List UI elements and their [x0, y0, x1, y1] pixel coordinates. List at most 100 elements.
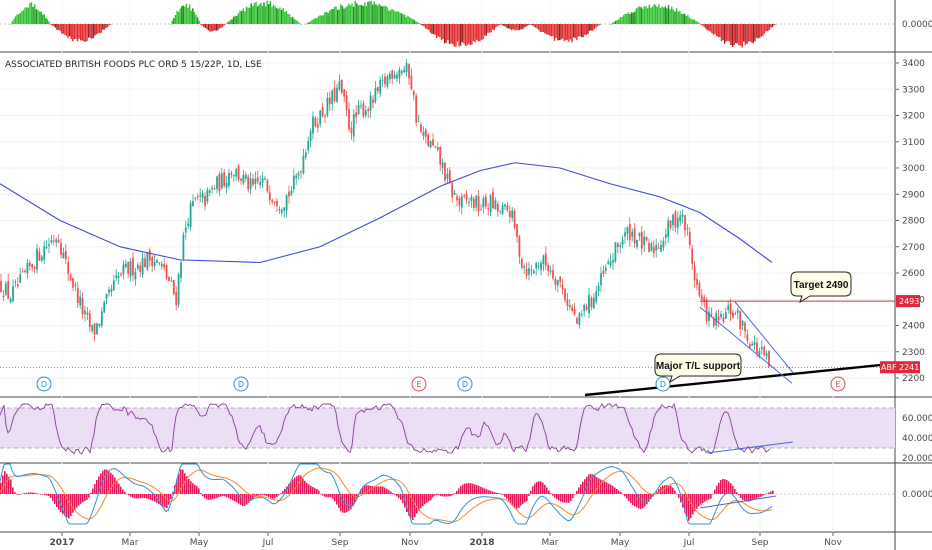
macd-hist-bar	[772, 490, 774, 494]
top-hist-bar	[48, 21, 50, 24]
candle-body	[696, 278, 698, 285]
macd-hist-bar	[224, 494, 226, 497]
macd-hist-bar	[454, 493, 456, 494]
macd-hist-bar	[330, 494, 332, 498]
top-hist-bar	[651, 6, 654, 25]
top-hist-bar	[290, 17, 292, 24]
macd-hist-bar	[548, 490, 550, 494]
top-hist-bar	[10, 24, 12, 25]
candle-body	[86, 312, 89, 315]
top-hist-bar	[453, 24, 455, 47]
macd-hist-bar	[88, 494, 90, 498]
top-hist-bar	[375, 4, 377, 24]
time-tick-label: 2018	[469, 538, 494, 548]
top-hist-bar	[236, 15, 238, 24]
macd-hist-bar	[106, 469, 108, 494]
top-hist-bar	[452, 24, 454, 45]
candle-body	[633, 228, 636, 244]
top-hist-bar	[541, 24, 543, 33]
macd-hist-bar	[424, 494, 426, 505]
macd-hist-bar	[542, 482, 544, 494]
macd-hist-bar	[28, 492, 30, 494]
macd-hist-bar	[576, 490, 578, 494]
candle-body	[580, 314, 583, 316]
time-tick-label: Sep	[332, 538, 349, 548]
macd-hist-bar	[378, 486, 380, 494]
candle-body	[388, 73, 391, 80]
macd-hist-bar	[366, 485, 368, 494]
top-hist-bar	[474, 24, 476, 43]
top-hist-bar	[518, 24, 521, 30]
candle-body	[662, 240, 665, 248]
top-hist-bar	[322, 15, 324, 24]
top-hist-bar	[711, 24, 713, 34]
candle-body	[348, 109, 350, 130]
macd-hist-bar	[14, 492, 16, 494]
candle-body	[12, 285, 14, 302]
top-hist-bar	[352, 6, 355, 25]
macd-hist-bar	[334, 494, 336, 502]
top-hist-bar	[722, 24, 724, 41]
candle-body	[681, 214, 684, 217]
candle-body	[216, 176, 218, 189]
top-hist-bar	[256, 6, 259, 25]
macd-hist-bar	[310, 485, 312, 494]
top-hist-bar	[196, 17, 199, 24]
top-hist-bar	[242, 8, 244, 24]
top-hist-bar	[488, 24, 491, 33]
top-hist-bar	[231, 19, 233, 24]
macd-hist-bar	[110, 472, 112, 494]
macd-hist-bar	[166, 494, 168, 509]
candle-body	[434, 146, 437, 148]
top-hist-bar	[428, 24, 430, 30]
macd-hist-bar	[490, 490, 492, 494]
macd-hist-bar	[382, 486, 384, 494]
top-hist-bar	[402, 14, 404, 24]
candle-body	[360, 105, 362, 107]
top-hist-bar	[627, 12, 630, 24]
top-hist-bar	[587, 24, 589, 34]
macd-hist-bar	[204, 494, 206, 499]
macd-hist-bar	[614, 487, 616, 494]
macd-hist-bar	[236, 494, 238, 503]
macd-hist-bar	[498, 493, 500, 494]
top-hist-bar	[376, 5, 379, 25]
top-hist-bar	[754, 24, 756, 42]
macd-hist-bar	[730, 483, 732, 494]
candle-body	[583, 304, 586, 312]
top-hist-bar	[715, 24, 718, 37]
macd-hist-bar	[354, 494, 356, 503]
top-hist-bar	[685, 16, 687, 24]
top-hist-bar	[656, 7, 659, 24]
macd-hist-bar	[192, 483, 194, 494]
macd-divergence-line	[699, 495, 777, 509]
macd-hist-bar	[350, 494, 352, 510]
top-hist-bar	[171, 20, 173, 24]
candle-body	[676, 217, 679, 228]
macd-hist-bar	[464, 483, 466, 494]
macd-hist-bar	[114, 477, 116, 494]
macd-hist-bar	[208, 494, 210, 500]
top-hist-bar	[359, 5, 361, 24]
macd-hist-bar	[0, 482, 2, 494]
macd-hist-bar	[710, 494, 712, 499]
macd-hist-bar	[374, 486, 376, 494]
top-hist-bar	[765, 24, 767, 32]
time-tick-label: Nov	[824, 538, 842, 548]
top-hist-bar	[368, 1, 371, 24]
macd-hist-bar	[68, 494, 70, 519]
candle-body	[556, 280, 559, 286]
macd-hist-bar	[272, 494, 274, 499]
candle-body	[297, 173, 300, 176]
wedge-lower-line	[699, 306, 793, 384]
candle-body	[201, 193, 204, 198]
macd-hist-bar	[758, 494, 760, 498]
candle-body	[211, 187, 214, 190]
candle-body	[746, 334, 749, 341]
macd-hist-bar	[292, 479, 294, 494]
top-hist-bar	[250, 3, 252, 24]
candle-body	[631, 231, 634, 237]
macd-hist-bar	[580, 484, 582, 494]
candle-body	[76, 288, 79, 304]
top-hist-bar	[400, 13, 403, 24]
